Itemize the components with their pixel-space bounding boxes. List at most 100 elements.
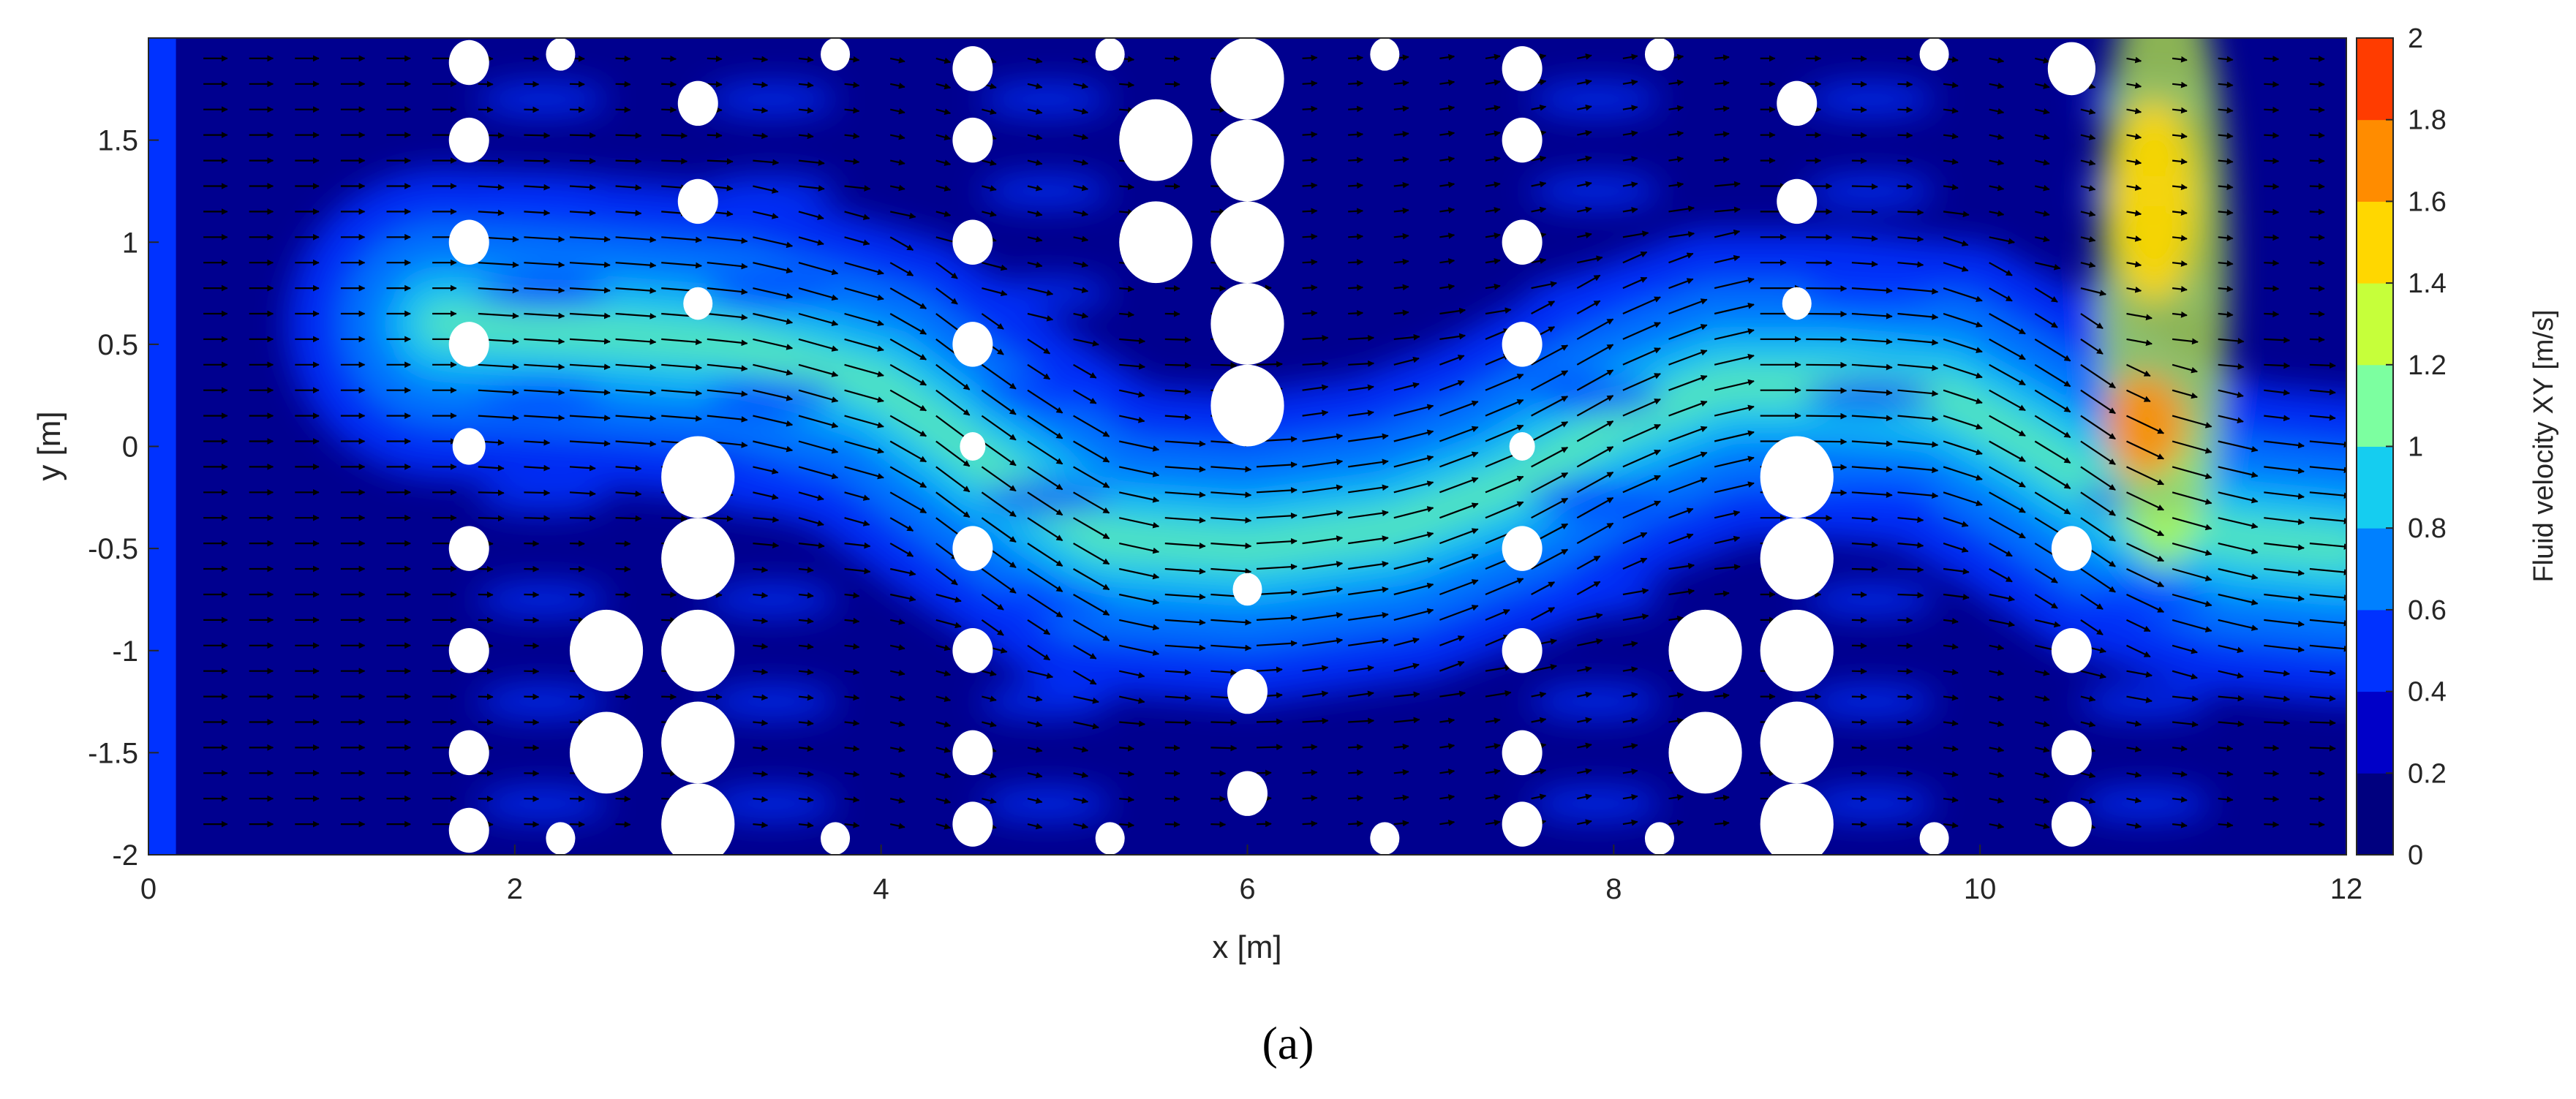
vector-arrow <box>478 312 519 320</box>
vector-arrow <box>1073 312 1089 319</box>
vector-arrow <box>1210 719 1238 726</box>
vector-arrow <box>1485 130 1501 137</box>
vector-arrow <box>981 363 1017 390</box>
vector-arrow <box>1851 693 1867 700</box>
vector-arrow <box>2309 285 2325 292</box>
vector-arrow <box>615 209 642 216</box>
vector-arrow <box>1027 312 1054 322</box>
vector-arrow <box>1851 821 1867 828</box>
vector-arrow <box>1577 53 1592 60</box>
vector-arrow <box>2309 183 2325 190</box>
vector-arrow <box>661 338 702 346</box>
vector-arrow <box>1531 281 1557 290</box>
vector-arrow <box>1073 823 1089 830</box>
vector-arrow <box>889 184 905 192</box>
vector-arrow <box>1989 236 2015 245</box>
vector-arrow <box>981 491 1017 518</box>
vector-arrow <box>1164 770 1180 777</box>
vector-arrow <box>2080 466 2116 491</box>
vector-arrow <box>478 796 494 802</box>
vector-arrow <box>1714 156 1730 163</box>
vector-arrow <box>1393 404 1434 417</box>
vector-arrow <box>1943 158 1959 165</box>
vector-arrow <box>1668 451 1708 468</box>
vector-arrow <box>478 719 494 726</box>
vector-arrow <box>707 56 723 62</box>
vector-arrow <box>478 389 519 396</box>
vector-arrow <box>1943 312 1983 328</box>
vector-arrow <box>2126 543 2164 562</box>
vector-arrow <box>1897 363 1939 371</box>
vector-arrow <box>1439 181 1455 189</box>
vector-arrow <box>1806 336 1848 343</box>
vector-arrow <box>1989 363 2026 386</box>
vector-arrow <box>569 157 596 165</box>
vector-arrow <box>1164 285 1180 292</box>
vector-arrow <box>524 209 551 216</box>
obstacle-post <box>1760 701 1834 784</box>
vector-arrow <box>1576 369 1614 391</box>
vector-arrow <box>889 83 905 89</box>
vector-arrow <box>2034 389 2071 413</box>
vector-arrow <box>1577 232 1592 239</box>
vector-arrow <box>1943 132 1959 140</box>
vector-arrow <box>935 798 952 804</box>
vector-arrow <box>1668 231 1695 238</box>
vector-arrow <box>1119 821 1135 828</box>
vector-arrow <box>2218 670 2244 679</box>
vector-arrow <box>2172 543 2212 556</box>
wake-streak <box>1804 379 1936 412</box>
vector-arrow <box>2172 311 2188 318</box>
vector-arrow <box>1485 717 1501 724</box>
vector-arrow <box>1393 480 1434 494</box>
vector-arrow <box>1027 185 1043 192</box>
vector-arrow <box>1164 466 1206 473</box>
vector-arrow <box>478 184 505 191</box>
vector-arrow <box>1118 389 1145 398</box>
vector-arrow <box>1302 384 1329 391</box>
vector-arrow <box>1668 181 1684 189</box>
vector-arrow <box>1943 363 1983 379</box>
vector-arrow <box>1027 210 1043 217</box>
vector-arrow <box>1393 455 1434 468</box>
vector-arrow <box>1485 181 1501 188</box>
obstacle-post <box>448 526 489 571</box>
vector-arrow <box>2264 157 2280 165</box>
vector-arrow <box>1073 695 1099 704</box>
x-tick-label: 4 <box>873 873 889 905</box>
wake-streak <box>1804 788 1936 820</box>
x-tick-label: 8 <box>1605 873 1622 905</box>
vector-arrow <box>1622 398 1661 417</box>
vector-arrow <box>1897 157 1913 165</box>
vector-arrow <box>2080 389 2116 415</box>
vector-arrow <box>1164 593 1206 600</box>
vector-arrow <box>615 389 657 396</box>
vector-arrow <box>661 236 702 243</box>
vector-arrow <box>2218 796 2234 803</box>
vector-arrow <box>1256 820 1272 828</box>
vector-arrow <box>569 693 585 700</box>
obstacle-post <box>448 322 489 367</box>
vector-arrow <box>1073 594 1110 616</box>
vector-arrow <box>2218 491 2259 504</box>
y-tick-label: -0.5 <box>88 533 138 565</box>
vector-arrow <box>524 157 551 165</box>
vector-arrow <box>2034 594 2058 609</box>
vector-arrow <box>798 617 814 624</box>
hotspot-core <box>2104 374 2185 477</box>
vector-arrow <box>844 262 884 276</box>
vector-arrow <box>1485 257 1501 265</box>
vector-arrow <box>1393 768 1409 776</box>
vector-arrow <box>1073 133 1089 140</box>
vector-arrow <box>1714 131 1730 137</box>
vector-arrow <box>569 312 611 320</box>
vector-arrow <box>1576 496 1614 519</box>
vector-arrow <box>2126 107 2142 115</box>
vector-arrow <box>753 694 769 701</box>
vector-arrow <box>1943 796 1959 804</box>
vector-arrow <box>2218 415 2244 424</box>
vector-arrow <box>1073 363 1097 379</box>
vector-arrow <box>1073 797 1089 804</box>
vector-arrow <box>1668 717 1684 725</box>
vector-arrow <box>1576 446 1614 468</box>
